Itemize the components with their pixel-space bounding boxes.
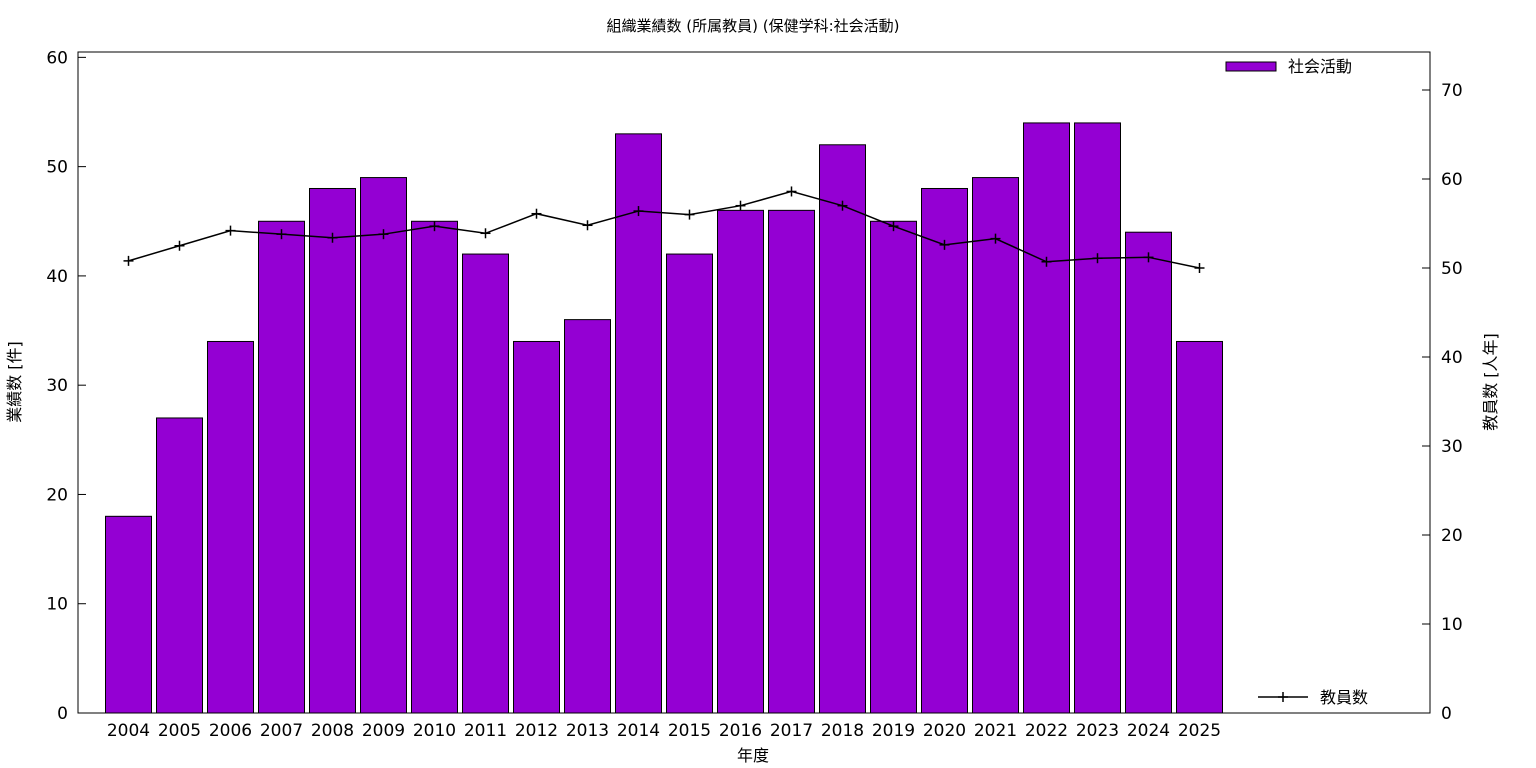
faculty-point-2025 xyxy=(1194,263,1205,273)
bar-2017 xyxy=(768,209,815,714)
right-tick-label: 40 xyxy=(1441,348,1463,368)
bar-2022 xyxy=(1023,122,1070,714)
x-tick-label-2016: 2016 xyxy=(719,721,762,741)
faculty-point-2015 xyxy=(684,209,695,220)
left-tick-label: 0 xyxy=(57,704,68,724)
x-tick-label-2004: 2004 xyxy=(107,721,150,741)
x-tick-label-2012: 2012 xyxy=(515,721,558,741)
bar-2007 xyxy=(258,220,305,714)
x-tick-label-2022: 2022 xyxy=(1025,721,1068,741)
bar-2016 xyxy=(717,209,764,714)
x-tick-label-2015: 2015 xyxy=(668,721,711,741)
legend-bars: 社会活動 xyxy=(1225,57,1352,76)
x-tick-label-2017: 2017 xyxy=(770,721,813,741)
faculty-point-2014 xyxy=(633,206,644,217)
x-tick-label-2013: 2013 xyxy=(566,721,609,741)
right-axis: 0 10 20 30 40 50 60 70 xyxy=(1422,81,1463,724)
x-tick-label-2008: 2008 xyxy=(311,721,354,741)
faculty-point-2019 xyxy=(888,221,899,232)
bar-2006 xyxy=(207,340,254,714)
bar-2008 xyxy=(309,187,356,714)
bar-2014 xyxy=(615,133,662,714)
x-tick-label-2025: 2025 xyxy=(1178,721,1221,741)
bar-2024 xyxy=(1125,231,1172,714)
bar-2021 xyxy=(972,177,1019,714)
bar-2015 xyxy=(666,253,713,714)
faculty-point-2004 xyxy=(123,255,134,266)
faculty-point-2013 xyxy=(582,220,593,231)
right-tick-label: 50 xyxy=(1441,259,1463,279)
line-layer xyxy=(123,186,1205,273)
right-tick-label: 70 xyxy=(1441,81,1463,101)
faculty-point-2012 xyxy=(531,208,542,219)
x-tick-label-2020: 2020 xyxy=(923,721,966,741)
left-axis: 0 10 20 30 40 50 60 xyxy=(46,48,86,724)
x-tick-label-2023: 2023 xyxy=(1076,721,1119,741)
bar-2009 xyxy=(360,177,407,714)
x-tick-label-2010: 2010 xyxy=(413,721,456,741)
bar-2013 xyxy=(564,319,611,714)
faculty-point-2005 xyxy=(174,240,185,251)
right-tick-label: 0 xyxy=(1441,704,1452,724)
x-tick-label-2014: 2014 xyxy=(617,721,660,741)
y-axis-label: 業績数 [件] xyxy=(5,341,24,423)
x-tick-label-2019: 2019 xyxy=(872,721,915,741)
bar-2023 xyxy=(1074,122,1121,714)
left-tick-label: 60 xyxy=(46,48,68,68)
faculty-point-2006 xyxy=(225,225,236,236)
faculty-point-2010 xyxy=(429,221,440,232)
legend-bars-label: 社会活動 xyxy=(1288,57,1352,76)
faculty-point-2017 xyxy=(786,186,797,197)
right-tick-label: 10 xyxy=(1441,615,1463,635)
faculty-line xyxy=(128,190,1200,269)
faculty-point-2008 xyxy=(327,232,338,243)
bar-2012 xyxy=(513,340,560,714)
faculty-point-2022 xyxy=(1041,256,1052,267)
bar-2019 xyxy=(870,220,917,714)
bar-2004 xyxy=(105,515,152,714)
left-tick-label: 10 xyxy=(46,595,68,615)
left-tick-label: 40 xyxy=(46,267,68,287)
x-axis: 2004 2005 2006 2007 2008 2009 2010 2011 2012 2013… xyxy=(107,721,1221,741)
x-tick-label-2018: 2018 xyxy=(821,721,864,741)
bar-2010 xyxy=(411,220,458,714)
left-tick-label: 30 xyxy=(46,376,68,396)
faculty-point-2016 xyxy=(735,200,746,211)
faculty-point-2009 xyxy=(378,229,389,240)
bar-2020 xyxy=(921,187,968,714)
x-tick-label-2007: 2007 xyxy=(260,721,303,741)
x-tick-label-2011: 2011 xyxy=(464,721,507,741)
right-tick-label: 60 xyxy=(1441,170,1463,190)
faculty-point-2018 xyxy=(837,200,848,211)
left-tick-label: 50 xyxy=(46,158,68,178)
x-tick-label-2021: 2021 xyxy=(974,721,1017,741)
right-tick-label: 20 xyxy=(1441,526,1463,546)
plot-frame xyxy=(77,51,1431,714)
legend-line: 教員数 xyxy=(1258,688,1368,707)
x-tick-label-2009: 2009 xyxy=(362,721,405,741)
x-tick-label-2024: 2024 xyxy=(1127,721,1170,741)
left-tick-label: 20 xyxy=(46,485,68,505)
y2-axis-label: 教員数 [人年] xyxy=(1481,333,1500,431)
legend-bars-swatch xyxy=(1225,61,1277,72)
x-axis-label: 年度 xyxy=(737,746,769,765)
bar-2005 xyxy=(156,417,203,714)
bars-layer xyxy=(105,122,1223,714)
chart-title: 組織業績数 (所属教員) (保健学科:社会活動) xyxy=(607,17,900,35)
bar-2025 xyxy=(1176,340,1223,714)
faculty-point-2024 xyxy=(1143,252,1154,263)
faculty-point-2021 xyxy=(990,233,1001,244)
faculty-point-2007 xyxy=(276,229,287,240)
x-tick-label-2006: 2006 xyxy=(209,721,252,741)
legend-line-label: 教員数 xyxy=(1320,688,1368,707)
right-tick-label: 30 xyxy=(1441,437,1463,457)
bar-2018 xyxy=(819,144,866,714)
bar-2011 xyxy=(462,253,509,714)
faculty-point-2011 xyxy=(480,228,491,239)
x-tick-label-2005: 2005 xyxy=(158,721,201,741)
faculty-point-2020 xyxy=(939,239,950,250)
faculty-point-2023 xyxy=(1092,253,1103,264)
